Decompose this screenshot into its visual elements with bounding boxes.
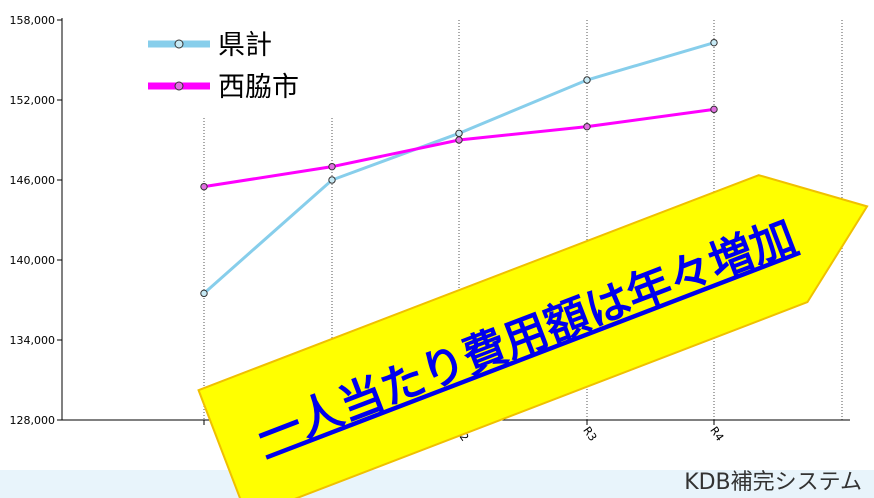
data-point <box>710 38 718 47</box>
data-point <box>200 182 208 191</box>
data-point <box>583 122 591 131</box>
callout-arrow-shape <box>197 174 869 498</box>
y-tick-label: 158,000 <box>10 14 56 27</box>
source-note: KDB補完システム <box>684 470 862 495</box>
data-point <box>328 176 336 184</box>
data-point <box>455 129 463 138</box>
legend-label: 西脇市 <box>218 72 299 103</box>
y-tick-label: 134,000 <box>10 334 56 347</box>
series-layer <box>200 38 718 298</box>
data-point <box>710 105 718 114</box>
series-1 <box>200 38 718 298</box>
callout-banner: 一人当たり費用額は年々増加 <box>197 174 869 498</box>
legend-marker <box>174 81 184 91</box>
legend-marker <box>174 39 184 49</box>
x-tick-label: R3 <box>580 424 599 443</box>
series-2 <box>200 105 718 191</box>
legend-label: 県計 <box>218 30 272 61</box>
data-point <box>328 162 336 171</box>
y-axis-ticks: 128,000 134,000 140,000 146,000 152,000 158,0… <box>10 14 62 427</box>
series-line <box>203 107 715 189</box>
x-tick-label: R4 <box>707 424 726 443</box>
y-tick-label: 146,000 <box>10 174 56 187</box>
y-tick-label: 128,000 <box>10 414 56 427</box>
data-point <box>583 76 591 84</box>
data-point <box>200 289 208 298</box>
y-tick-label: 140,000 <box>10 254 56 267</box>
y-tick-label: 152,000 <box>10 94 56 107</box>
data-point <box>455 136 463 144</box>
